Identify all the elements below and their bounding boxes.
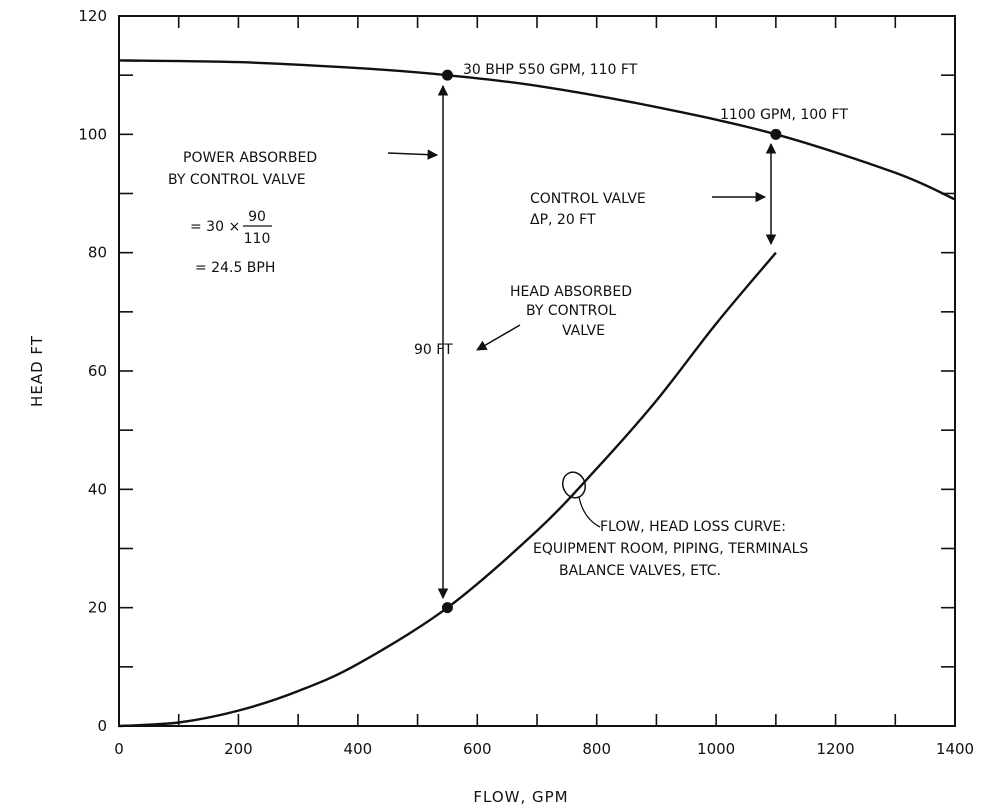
system-curve bbox=[118, 251, 777, 728]
head-absorbed-line1: HEAD ABSORBED bbox=[510, 284, 632, 300]
curve-callout-leader bbox=[578, 496, 601, 528]
control-valve-line1: CONTROL VALVE bbox=[530, 191, 646, 207]
head-absorbed-line2: BY CONTROL bbox=[526, 303, 616, 319]
pump-curve bbox=[118, 59, 956, 201]
loss-curve-line3: BALANCE VALVES, ETC. bbox=[559, 563, 721, 579]
curves bbox=[118, 59, 956, 728]
x-tick-label: 600 bbox=[463, 740, 492, 758]
annotations: 30 BHP 550 GPM, 110 FT 1100 GPM, 100 FT … bbox=[168, 62, 848, 600]
curve-callout-circle bbox=[561, 471, 587, 499]
y-tick-label: 80 bbox=[88, 244, 107, 262]
tick-marks bbox=[119, 16, 955, 726]
power-absorbed-line2: BY CONTROL VALVE bbox=[168, 172, 306, 188]
x-tick-label: 0 bbox=[114, 740, 124, 758]
x-tick-label: 800 bbox=[582, 740, 611, 758]
head-absorbed-line3: VALVE bbox=[562, 323, 605, 339]
x-tick-label: 1000 bbox=[697, 740, 735, 758]
y-tick-label: 60 bbox=[88, 362, 107, 380]
x-tick-label: 400 bbox=[344, 740, 373, 758]
control-valve-line2: ΔP, 20 FT bbox=[530, 212, 596, 228]
y-tick-label: 120 bbox=[78, 7, 107, 25]
head-absorbed-arrow bbox=[476, 324, 521, 351]
x-tick-labels: 0 200 400 600 800 1000 1200 1400 bbox=[114, 740, 974, 758]
data-point bbox=[770, 128, 782, 140]
formula-result: = 24.5 BPH bbox=[195, 260, 275, 276]
power-absorbed-arrow bbox=[387, 149, 439, 160]
y-tick-label: 100 bbox=[78, 125, 107, 143]
y-tick-labels: 0 20 40 60 80 100 120 bbox=[78, 7, 107, 735]
x-tick-label: 1400 bbox=[936, 740, 974, 758]
y-tick-label: 0 bbox=[97, 717, 107, 735]
loss-curve-line1: FLOW, HEAD LOSS CURVE: bbox=[600, 519, 786, 535]
y-axis-title: HEAD FT bbox=[28, 335, 46, 407]
ninety-ft-label: 90 FT bbox=[414, 342, 453, 358]
pump-point-label: 30 BHP 550 GPM, 110 FT bbox=[463, 62, 638, 78]
data-point bbox=[441, 69, 453, 81]
formula-numerator: 90 bbox=[248, 209, 266, 225]
x-tick-label: 1200 bbox=[816, 740, 854, 758]
formula-lead: = 30 × bbox=[190, 219, 240, 235]
x-axis-title: FLOW, GPM bbox=[473, 788, 568, 806]
y-tick-label: 20 bbox=[88, 599, 107, 617]
y-tick-label: 40 bbox=[88, 480, 107, 498]
power-absorbed-line1: POWER ABSORBED bbox=[183, 150, 317, 166]
data-point bbox=[441, 602, 453, 614]
formula-denominator: 110 bbox=[244, 231, 271, 247]
loss-curve-line2: EQUIPMENT ROOM, PIPING, TERMINALS bbox=[533, 541, 808, 557]
x-tick-label: 200 bbox=[224, 740, 253, 758]
design-point-label: 1100 GPM, 100 FT bbox=[720, 107, 848, 123]
